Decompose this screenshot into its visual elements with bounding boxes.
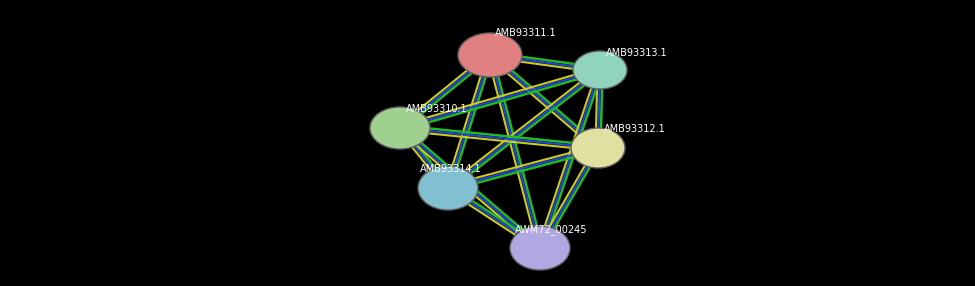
Ellipse shape — [573, 51, 627, 89]
Text: AMB93312.1: AMB93312.1 — [604, 124, 666, 134]
Ellipse shape — [370, 107, 430, 149]
Ellipse shape — [571, 128, 625, 168]
Text: AMB93310.1: AMB93310.1 — [406, 104, 468, 114]
Text: AMB93313.1: AMB93313.1 — [606, 48, 668, 58]
Ellipse shape — [418, 166, 478, 210]
Ellipse shape — [510, 226, 570, 270]
Text: AMB93314.1: AMB93314.1 — [420, 164, 482, 174]
Text: AWM72_00245: AWM72_00245 — [515, 224, 588, 235]
Text: AMB93311.1: AMB93311.1 — [495, 28, 557, 38]
Ellipse shape — [458, 33, 522, 77]
